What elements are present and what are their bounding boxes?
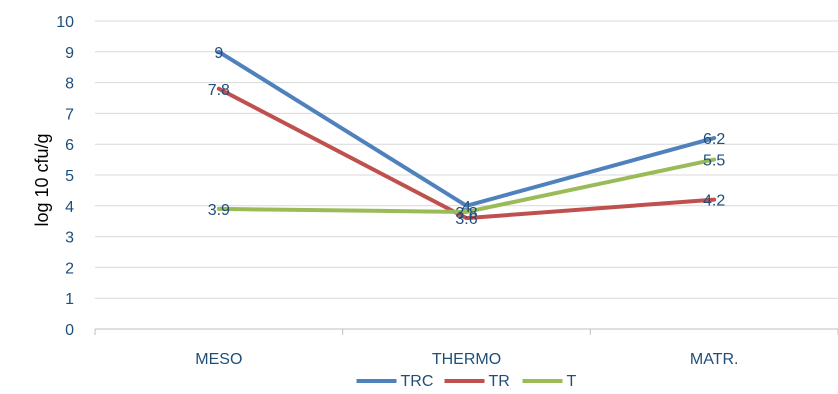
y-tick-label: 1: [65, 291, 74, 308]
x-tick-label: MATR.: [690, 351, 739, 368]
data-label: 3.8: [455, 205, 477, 222]
y-tick-label: 10: [56, 14, 74, 31]
data-label: 6.2: [703, 131, 725, 148]
y-tick-label: 9: [65, 45, 74, 62]
data-label: 3.6: [455, 211, 477, 228]
legend-label-t: T: [567, 373, 577, 390]
series-line-trc: [216, 49, 717, 208]
y-tick-label: 7: [65, 106, 74, 123]
data-label: 4: [462, 199, 471, 216]
data-label: 3.9: [208, 202, 230, 219]
series-line-tr: [216, 86, 717, 221]
x-tick-label: THERMO: [432, 351, 501, 368]
gridlines: [95, 20, 838, 299]
axes: 0 1 2 3 4 5 6 7 8 9 10 MESO THERMO MATR.: [56, 14, 838, 368]
legend-label-tr: TR: [489, 373, 510, 390]
data-label: 9: [214, 45, 223, 62]
series-line-t: [216, 157, 717, 214]
y-tick-label: 6: [65, 137, 74, 154]
y-tick-label: 8: [65, 76, 74, 93]
data-labels: 9 4 6.2 7.8 3.6 4.2 3.9 3.8 5.5: [208, 45, 726, 228]
y-tick-label: 5: [65, 168, 74, 185]
legend-label-trc: TRC: [401, 373, 434, 390]
data-label: 7.8: [208, 82, 230, 99]
y-tick-label: 2: [65, 260, 74, 277]
y-tick-label: 3: [65, 230, 74, 247]
series-lines: [216, 49, 717, 221]
data-label: 5.5: [703, 153, 725, 170]
data-label: 4.2: [703, 193, 725, 210]
legend: TRC TR T: [356, 373, 577, 390]
y-axis-title: log 10 cfu/g: [32, 133, 52, 226]
y-tick-label: 4: [65, 199, 74, 216]
y-tick-label: 0: [65, 322, 74, 339]
x-tick-label: MESO: [195, 351, 242, 368]
